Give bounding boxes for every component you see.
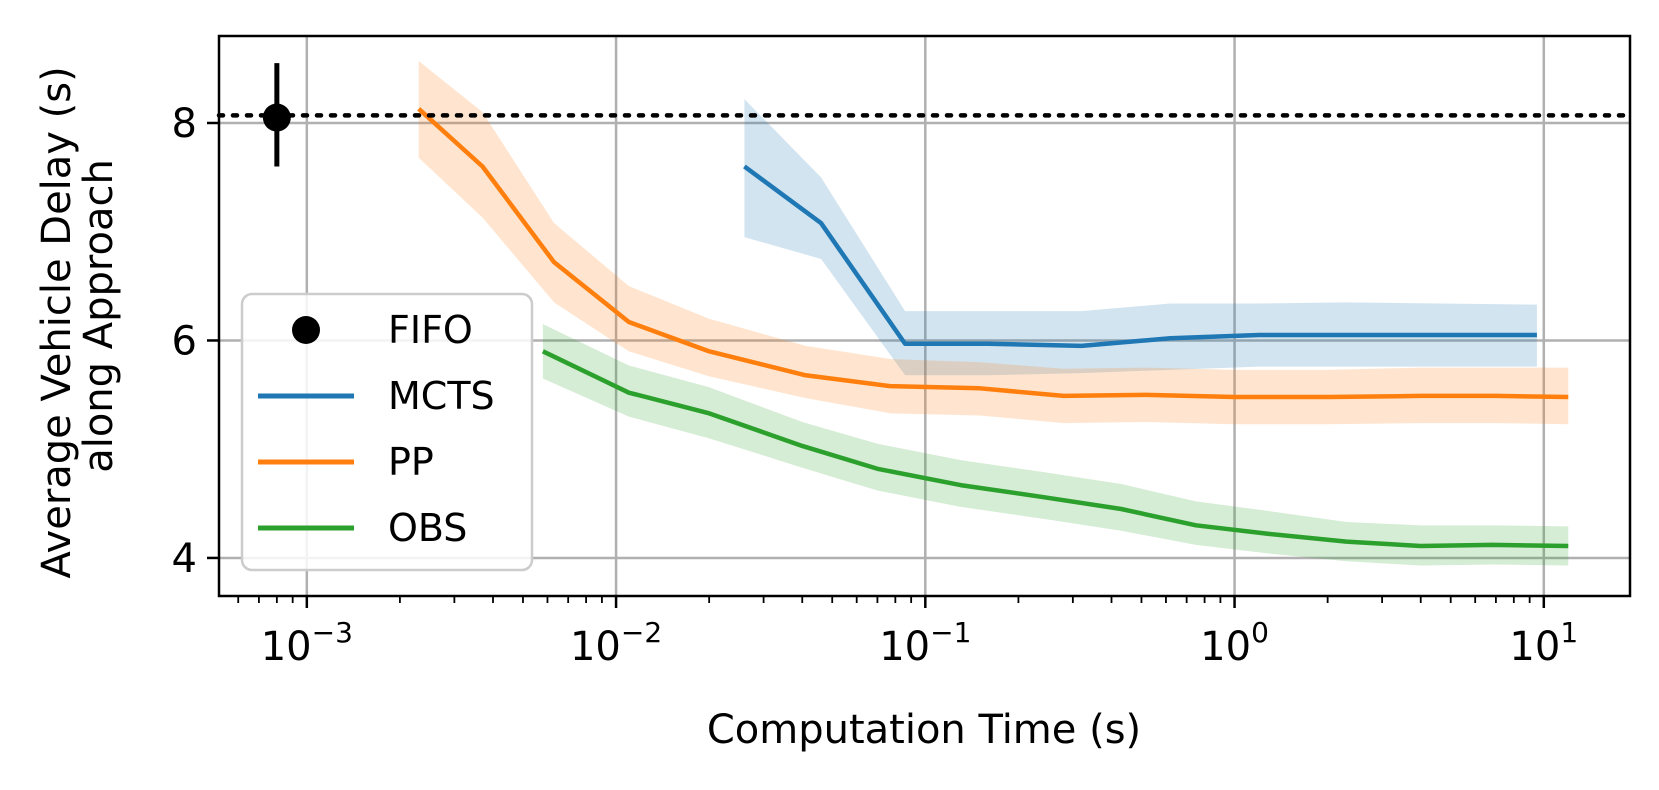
line-pp bbox=[417, 107, 1569, 400]
legend: FIFO MCTS PP OBS bbox=[240, 292, 534, 572]
legend-label-fifo: FIFO bbox=[388, 308, 473, 352]
x-axis-title: Computation Time (s) bbox=[707, 707, 1141, 753]
line-obs bbox=[541, 349, 1569, 549]
y-tick-label: 6 bbox=[172, 318, 197, 364]
legend-label-obs: OBS bbox=[388, 506, 467, 550]
band-pp bbox=[418, 61, 1569, 425]
fifo-marker-group bbox=[216, 63, 1633, 167]
x-tick-label: 10−1 bbox=[879, 616, 971, 670]
x-tick-label: 10−3 bbox=[261, 616, 353, 670]
band-obs bbox=[542, 324, 1569, 566]
y-axis-title: Average Vehicle Delay (s) along Approach bbox=[34, 54, 122, 579]
legend-box bbox=[240, 292, 534, 572]
legend-marker-fifo bbox=[292, 316, 320, 344]
x-tick-label: 100 bbox=[1200, 616, 1269, 670]
x-tick-label-base: 10 bbox=[570, 624, 621, 670]
x-tick-label-base: 10 bbox=[261, 624, 312, 670]
legend-label-mcts: MCTS bbox=[388, 374, 495, 418]
band-mcts bbox=[744, 99, 1537, 376]
x-tick-label-exponent: −2 bbox=[621, 616, 662, 649]
y-tick-label: 4 bbox=[172, 536, 197, 582]
x-tick-label-exponent: −1 bbox=[930, 616, 971, 649]
fifo-point bbox=[262, 103, 291, 132]
y-tick-label: 8 bbox=[172, 101, 197, 147]
x-tick-label-base: 10 bbox=[1200, 624, 1251, 670]
legend-label-pp: PP bbox=[388, 440, 434, 484]
line-mcts bbox=[743, 164, 1537, 349]
series-lines bbox=[417, 107, 1569, 549]
x-tick-label-exponent: −3 bbox=[312, 616, 353, 649]
x-tick-label-base: 10 bbox=[879, 624, 930, 670]
x-tick-label-exponent: 0 bbox=[1251, 616, 1269, 649]
confidence-bands bbox=[418, 61, 1569, 566]
x-tick-label-base: 10 bbox=[1509, 624, 1560, 670]
x-tick-label: 101 bbox=[1509, 616, 1578, 670]
x-tick-label-exponent: 1 bbox=[1560, 616, 1578, 649]
y-axis-title-line-2: along Approach bbox=[76, 159, 122, 473]
x-tick-label: 10−2 bbox=[570, 616, 662, 670]
y-axis-title-line-1: Average Vehicle Delay (s) bbox=[34, 66, 80, 578]
